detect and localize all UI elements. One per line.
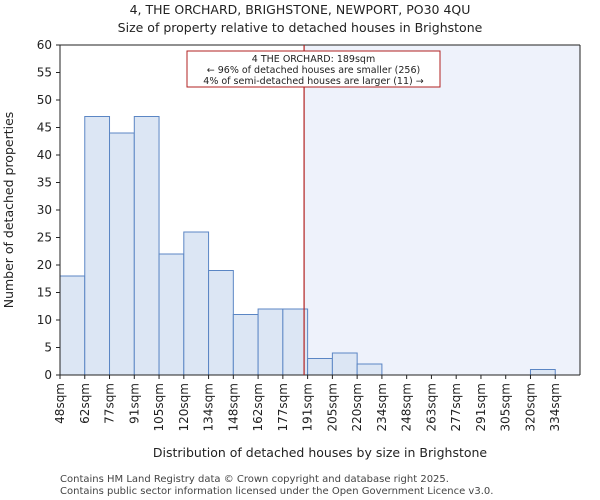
x-tick-label-191sqm: 191sqm — [301, 383, 315, 431]
y-tick-label-60: 60 — [37, 38, 52, 52]
x-tick-label-205sqm: 205sqm — [325, 383, 339, 431]
x-tick-label-263sqm: 263sqm — [424, 383, 438, 431]
x-tick-label-134sqm: 134sqm — [202, 383, 216, 431]
y-tick-label-55: 55 — [37, 66, 52, 80]
bar-48sqm — [59, 275, 86, 376]
y-tick-label-0: 0 — [44, 368, 52, 382]
bar-220sqm — [356, 363, 383, 376]
x-tick-label-277sqm: 277sqm — [449, 383, 463, 431]
chart-title-line-1: 4, THE ORCHARD, BRIGHSTONE, NEWPORT, PO3… — [130, 2, 471, 17]
x-tick-label-220sqm: 220sqm — [350, 383, 364, 431]
bar-162sqm — [257, 308, 284, 376]
y-tick-label-45: 45 — [37, 121, 52, 135]
x-tick-label-62sqm: 62sqm — [78, 383, 92, 424]
x-tick-label-177sqm: 177sqm — [276, 383, 290, 431]
bar-120sqm — [183, 231, 210, 376]
bar-105sqm — [158, 253, 185, 376]
bar-191sqm — [307, 358, 333, 376]
chart-title-line-2: Size of property relative to detached ho… — [118, 20, 483, 35]
x-tick-label-291sqm: 291sqm — [474, 383, 488, 431]
x-tick-label-320sqm: 320sqm — [523, 383, 537, 431]
y-tick-label-5: 5 — [44, 341, 52, 355]
x-tick-label-162sqm: 162sqm — [251, 383, 265, 431]
footer-line-1: Contains HM Land Registry data © Crown c… — [60, 474, 449, 485]
y-tick-label-30: 30 — [37, 203, 52, 217]
bar-320sqm — [529, 369, 556, 376]
plot-area: 0 5 10 15 20 25 30 35 40 45 50 55 60 48sqm 62sqm 77sqm 9… — [37, 38, 581, 431]
bar-134sqm — [208, 270, 234, 376]
x-tick-label-334sqm: 334sqm — [548, 383, 562, 431]
annotation-box — [186, 50, 441, 88]
x-tick-label-305sqm: 305sqm — [499, 383, 513, 431]
y-tick-label-15: 15 — [37, 286, 52, 300]
bar-62sqm — [84, 116, 111, 376]
annotation-title: 4 THE ORCHARD: 189sqm — [252, 54, 375, 65]
bar-91sqm — [133, 116, 160, 376]
x-axis-label: Distribution of detached houses by size … — [153, 445, 488, 460]
bar-205sqm — [331, 352, 358, 376]
x-tick-label-120sqm: 120sqm — [177, 383, 191, 431]
x-tick-label-91sqm: 91sqm — [127, 383, 141, 424]
x-tick-label-234sqm: 234sqm — [375, 383, 389, 431]
y-tick-label-35: 35 — [37, 176, 52, 190]
x-tick-label-248sqm: 248sqm — [400, 383, 414, 431]
footer-line-2: Contains public sector information licen… — [60, 486, 493, 497]
bar-148sqm — [232, 314, 259, 376]
annotation-smaller-text: ← 96% of detached houses are smaller (25… — [207, 65, 420, 76]
y-tick-label-10: 10 — [37, 313, 52, 327]
annotation-larger-text: 4% of semi-detached houses are larger (1… — [203, 76, 423, 87]
x-tick-label-48sqm: 48sqm — [53, 383, 67, 424]
bar-77sqm — [109, 132, 135, 376]
x-tick-label-148sqm: 148sqm — [226, 383, 240, 431]
y-tick-label-50: 50 — [37, 93, 52, 107]
y-tick-label-20: 20 — [37, 258, 52, 272]
y-tick-label-25: 25 — [37, 231, 52, 245]
y-axis-label: Number of detached properties — [1, 112, 16, 309]
x-tick-label-105sqm: 105sqm — [152, 383, 166, 431]
larger-properties-region — [304, 45, 580, 375]
y-tick-label-40: 40 — [37, 148, 52, 162]
x-tick-label-77sqm: 77sqm — [103, 383, 117, 424]
